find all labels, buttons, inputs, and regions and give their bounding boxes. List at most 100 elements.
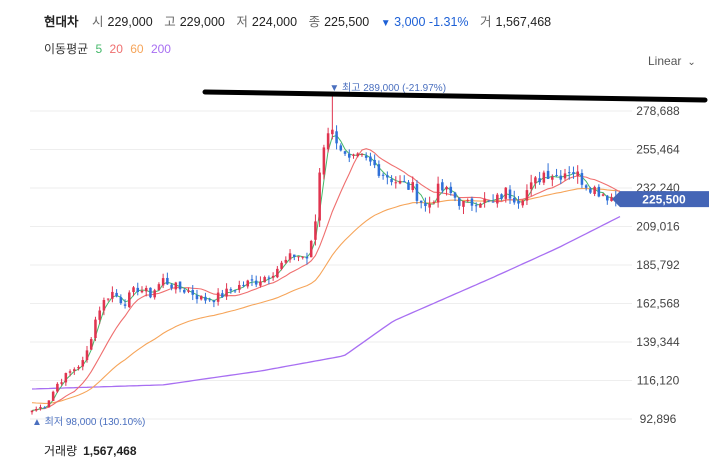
volume-footer-label: 거래량	[44, 444, 78, 458]
close-label: 종	[308, 15, 321, 29]
candle-body	[529, 182, 533, 190]
candle-body	[381, 174, 385, 176]
scale-toggle-button[interactable]: Linear ⌄	[648, 54, 696, 68]
candle-body	[43, 407, 46, 409]
candle-body	[386, 175, 389, 178]
candle-body	[343, 151, 347, 154]
ma20-line	[31, 148, 621, 412]
candle-body	[555, 174, 558, 176]
volume-label: 거	[480, 15, 492, 29]
candle-body	[339, 145, 343, 151]
candle-body	[128, 292, 131, 308]
candle-body	[521, 200, 524, 206]
candle-body	[123, 304, 127, 306]
ma20-period: 20	[109, 42, 123, 56]
candle-body	[394, 182, 398, 184]
change-percent: -1.31%	[428, 15, 469, 29]
candle-body	[229, 289, 233, 291]
moving-average-lines	[31, 134, 621, 412]
candle-body	[276, 268, 279, 278]
candle-body	[221, 293, 224, 298]
candle-body	[449, 186, 453, 194]
candle-body	[89, 339, 93, 350]
candle-body	[542, 172, 546, 183]
moving-average-legend: 이동평균 5 20 60 200	[44, 40, 175, 57]
candle-body	[81, 360, 85, 367]
candle-body	[191, 290, 195, 295]
volume-value: 1,567,468	[495, 15, 552, 29]
candle-body	[85, 350, 89, 360]
candle-body	[322, 147, 326, 175]
candle-body	[326, 133, 330, 150]
candle-body	[309, 240, 313, 258]
price-header: 현대차 시 229,000 고 229,000 저 224,000 종 225,500 …	[44, 11, 559, 30]
candle-body	[284, 259, 288, 263]
candle-body	[98, 310, 101, 320]
current-price-tag: 225,500	[612, 191, 709, 208]
candle-body	[360, 154, 364, 156]
candle-body	[119, 297, 123, 304]
candle-body	[183, 289, 186, 293]
y-tick-label: 255,464	[636, 143, 680, 157]
candle-body	[34, 408, 38, 411]
candle-body	[559, 175, 563, 180]
candle-body	[424, 202, 427, 207]
current-price-label: 225,500	[642, 193, 686, 207]
candle-body	[111, 291, 114, 299]
candle-body	[233, 290, 237, 292]
candle-body	[462, 200, 465, 207]
candle-body	[466, 200, 469, 202]
candle-body	[166, 277, 169, 285]
y-tick-label: 278,688	[636, 104, 680, 118]
candle-body	[280, 262, 283, 269]
candle-body	[500, 194, 503, 199]
candle-body	[318, 172, 321, 221]
volume-footer-value: 1,567,468	[83, 444, 137, 458]
drawn-trend-line	[202, 89, 708, 103]
candle-body	[314, 221, 317, 240]
candle-body	[102, 300, 106, 311]
scale-label: Linear	[648, 54, 682, 68]
candle-body	[106, 298, 110, 300]
candle-body	[293, 254, 296, 258]
candles	[30, 93, 622, 415]
stock-name: 현대차	[44, 15, 79, 29]
candle-body	[301, 256, 305, 258]
change-value: 3,000	[394, 15, 426, 29]
candle-body	[331, 129, 334, 135]
candle-body	[597, 186, 601, 197]
candle-body	[199, 295, 203, 300]
candle-body	[246, 280, 250, 287]
candle-body	[373, 159, 376, 166]
annotations: ▼ 최고 289,000 (-21.97%) ▲ 최저 98,000 (130.1…	[32, 82, 709, 428]
high-annotation: ▼ 최고 289,000 (-21.97%)	[329, 82, 446, 94]
candle-body	[563, 173, 567, 179]
candle-body	[474, 205, 478, 207]
candle-body	[601, 194, 605, 196]
candle-body	[153, 290, 156, 298]
candle-body	[364, 155, 368, 158]
close-value: 225,500	[324, 15, 370, 29]
candle-body	[212, 300, 216, 303]
candle-body	[402, 181, 406, 183]
ma200-period: 200	[150, 42, 171, 56]
candle-body	[254, 280, 258, 285]
candle-body	[288, 253, 292, 260]
candle-body	[525, 190, 529, 201]
candle-body	[487, 200, 491, 202]
candle-body	[606, 195, 609, 201]
candle-body	[305, 256, 309, 259]
y-tick-label: 185,792	[636, 258, 680, 272]
candle-body	[415, 183, 419, 201]
candle-body	[157, 284, 161, 291]
candle-body	[144, 287, 148, 292]
candle-body	[580, 173, 584, 185]
high-label: 고	[164, 15, 176, 29]
candle-body	[356, 153, 359, 157]
candle-body	[610, 197, 613, 202]
candle-body	[546, 170, 550, 180]
high-value: 229,000	[179, 15, 225, 29]
candle-body	[457, 198, 461, 206]
candle-body	[347, 153, 351, 158]
